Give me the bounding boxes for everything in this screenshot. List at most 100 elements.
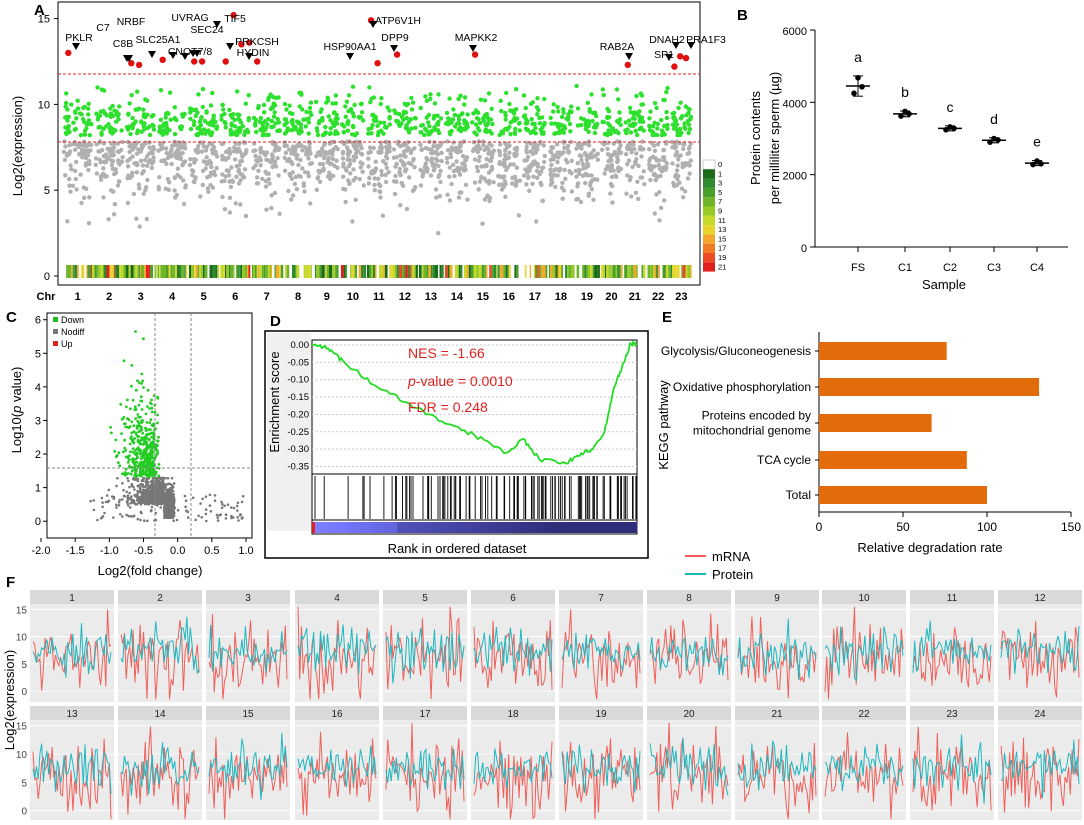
panel-f-facet-title: 16 [331,709,343,720]
panel-c-point-nodiff [176,508,180,512]
panel-a-point-low [561,188,567,193]
panel-d-rank-gradient-cell [517,522,523,533]
panel-a-point-low [616,166,621,172]
panel-a-heat-legend-swatch [703,206,715,216]
panel-a-point-high [585,100,590,106]
panel-a-point-low [366,150,371,155]
panel-a-density-cell [292,265,296,278]
panel-a-point-low [282,155,287,161]
panel-a-point-high [393,111,399,116]
panel-c-point-nodiff [232,516,235,519]
panel-a-point-high [94,111,99,116]
panel-d-rank-gradient-cell [607,522,613,533]
panel-a-point-low [236,181,242,186]
panel-a-chr-label: 3 [138,291,144,303]
panel-a-point-high [275,116,280,122]
panel-a-point-low [610,200,615,205]
panel-a-point-high [332,131,338,136]
panel-a-point-high [647,123,652,129]
panel-f-facet-bg [295,720,379,822]
panel-a-point-low [343,199,348,205]
panel-a-point-high [587,107,592,112]
panel-a-point-low [383,179,389,185]
panel-a-point-low [439,140,444,145]
panel-a-point-high [687,107,692,112]
panel-a-point-low [129,173,135,178]
panel-a-point-high [86,106,91,111]
panel-a-point-low [434,195,439,200]
panel-a-gene-label: SLC25A1 [136,34,181,46]
panel-a-point-low [482,197,488,202]
panel-a-density-cell [606,265,609,278]
panel-c-point-down [124,449,128,452]
panel-d-rank-gradient-cell [467,522,473,533]
panel-a-density-cell [285,265,287,278]
panel-c-point-nodiff [165,483,168,487]
panel-a-point-low [444,156,450,161]
panel-a-point-high [422,132,427,138]
panel-a-point-high [99,132,104,137]
panel-a-point-high [378,101,383,107]
panel-a-point-low [272,190,278,196]
panel-a-point-low [82,195,87,200]
panel-a-point-low [166,152,171,157]
panel-a-point-high [112,108,117,113]
panel-a-point-high [95,117,101,122]
panel-c-ytick-label: 2 [35,449,41,461]
panel-d-rank-gradient-cell [402,522,408,533]
panel-c-point-down [157,435,160,439]
panel-a-point-low [508,162,513,167]
panel-a-density-cell [361,265,364,278]
panel-a-point-low [257,155,262,160]
panel-a-point-low [463,158,468,163]
panel-c-point-nodiff [238,514,242,517]
panel-a-point-low [550,180,555,185]
panel-a-point-low [330,149,335,154]
panel-a-point-high [567,121,573,127]
panel-a-point-low [96,149,101,154]
panel-a-point-low [131,191,137,197]
panel-c-point-down [144,434,148,437]
panel-a-point-low [401,162,406,167]
panel-c-point-nodiff [168,505,172,509]
panel-c-point-nodiff [164,496,168,500]
panel-f-facet-title: 14 [154,709,166,720]
panel-c-point-down [137,430,141,433]
panel-c-point-nodiff [166,507,169,510]
panel-a-point-high [517,128,522,133]
panel-a-point-high [589,92,594,97]
panel-a-point-high [145,112,150,117]
panel-a-point-low [676,157,681,162]
panel-d-rank-gradient-cell [417,522,423,533]
panel-c-point-down [156,449,159,452]
panel-a-density-cell [510,265,513,278]
panel-c-point-down [139,457,143,461]
panel-c-point-nodiff [122,488,125,492]
panel-a-point-high [291,124,297,130]
panel-c-point-down [117,461,120,464]
panel-a-chr-label: 15 [477,291,489,303]
panel-a-density-cell [279,265,281,278]
panel-a-point-high [266,97,271,103]
panel-a-heat-legend-swatch [703,243,715,253]
panel-a-chr-label: 23 [675,291,687,303]
panel-a-point-low [229,165,234,170]
panel-a-density-cell [80,265,82,278]
panel-a-point-high [387,108,392,113]
panel-a-density-cell [332,265,334,278]
panel-a-point-high [676,105,681,111]
panel-a-point-low [538,180,543,186]
panel-a-point-low [101,171,106,176]
panel-c-point-nodiff [139,510,143,514]
panel-a-point-low [266,171,271,176]
panel-a-density-cell [539,265,542,278]
panel-a-point-low [393,173,398,179]
panel-a-point-high [81,105,86,111]
panel-a-point-low [139,171,145,176]
panel-a-point-high [677,126,683,132]
panel-a-point-high [315,132,321,138]
panel-a-point-high [88,121,93,127]
panel-a-point-high [575,106,581,111]
panel-a-point-high [444,110,450,116]
